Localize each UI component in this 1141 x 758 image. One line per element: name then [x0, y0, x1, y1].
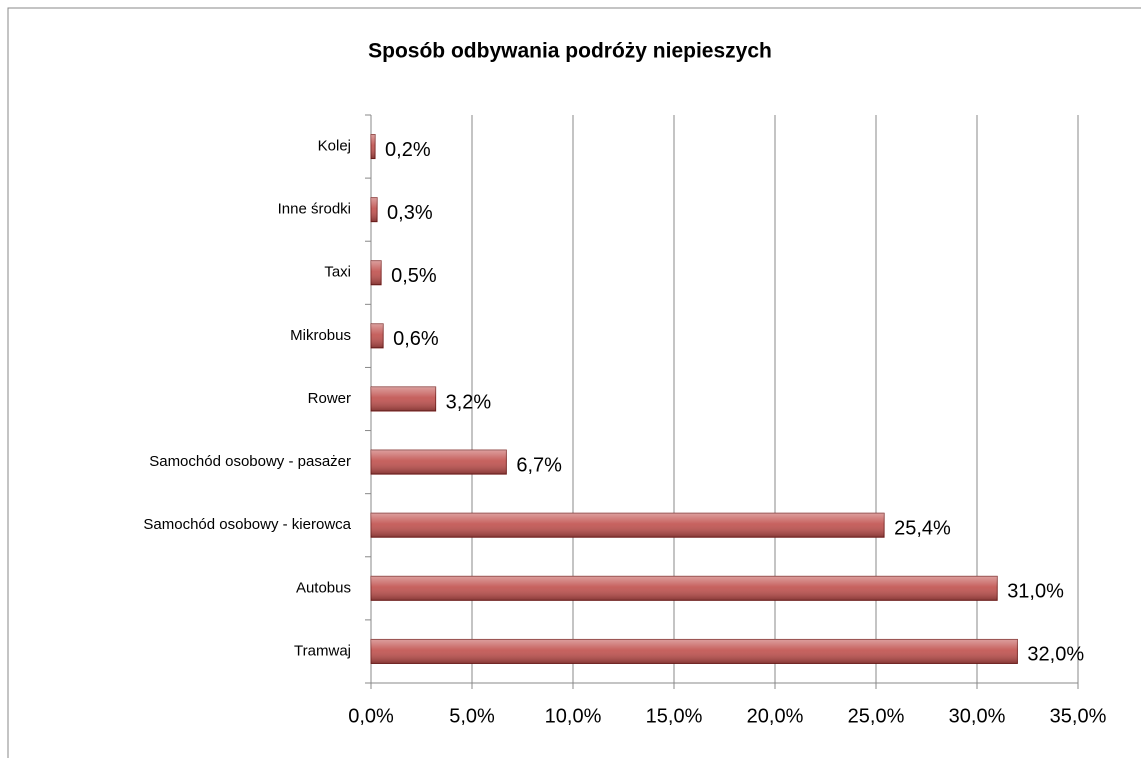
value-label: 3,2%: [446, 391, 492, 413]
bar-shine: [371, 450, 507, 475]
x-tick-label: 20,0%: [747, 705, 804, 727]
bar-shine: [371, 513, 885, 538]
x-tick-label: 5,0%: [449, 705, 495, 727]
x-tick-label: 10,0%: [545, 705, 602, 727]
y-tick-label: Samochód osobowy - pasażer: [149, 453, 351, 470]
value-label: 0,5%: [391, 265, 437, 287]
x-tick-label: 30,0%: [949, 705, 1006, 727]
x-tick-label: 35,0%: [1050, 705, 1107, 727]
value-label: 31,0%: [1007, 581, 1064, 603]
y-tick-label: Tramwaj: [294, 642, 351, 659]
chart-frame: [7, 7, 1141, 758]
bar-shine: [371, 639, 1018, 664]
bar-shine: [371, 260, 382, 285]
value-label: 0,2%: [385, 139, 431, 161]
bar-shine: [371, 323, 384, 348]
y-tick-label: Kolej: [318, 138, 351, 155]
y-tick-label: Mikrobus: [290, 327, 351, 344]
x-tick-label: 25,0%: [848, 705, 905, 727]
value-label: 0,3%: [387, 202, 433, 224]
x-tick-label: 15,0%: [646, 705, 703, 727]
x-tick-label: 0,0%: [348, 705, 394, 727]
bar-shine: [371, 134, 376, 159]
y-tick-label: Samochód osobowy - kierowca: [143, 516, 351, 533]
value-label: 32,0%: [1027, 644, 1084, 666]
bar-shine: [371, 197, 378, 222]
y-tick-label: Taxi: [324, 264, 351, 281]
value-label: 6,7%: [516, 454, 562, 476]
value-label: 25,4%: [894, 518, 951, 540]
y-tick-label: Inne środki: [278, 201, 351, 218]
value-label: 0,6%: [393, 328, 439, 350]
y-tick-label: Autobus: [296, 579, 351, 596]
y-tick-label: Rower: [308, 390, 351, 407]
bar-shine: [371, 387, 436, 411]
chart-title: Sposób odbywania podróży niepieszych: [368, 40, 772, 63]
bar-shine: [371, 576, 998, 601]
